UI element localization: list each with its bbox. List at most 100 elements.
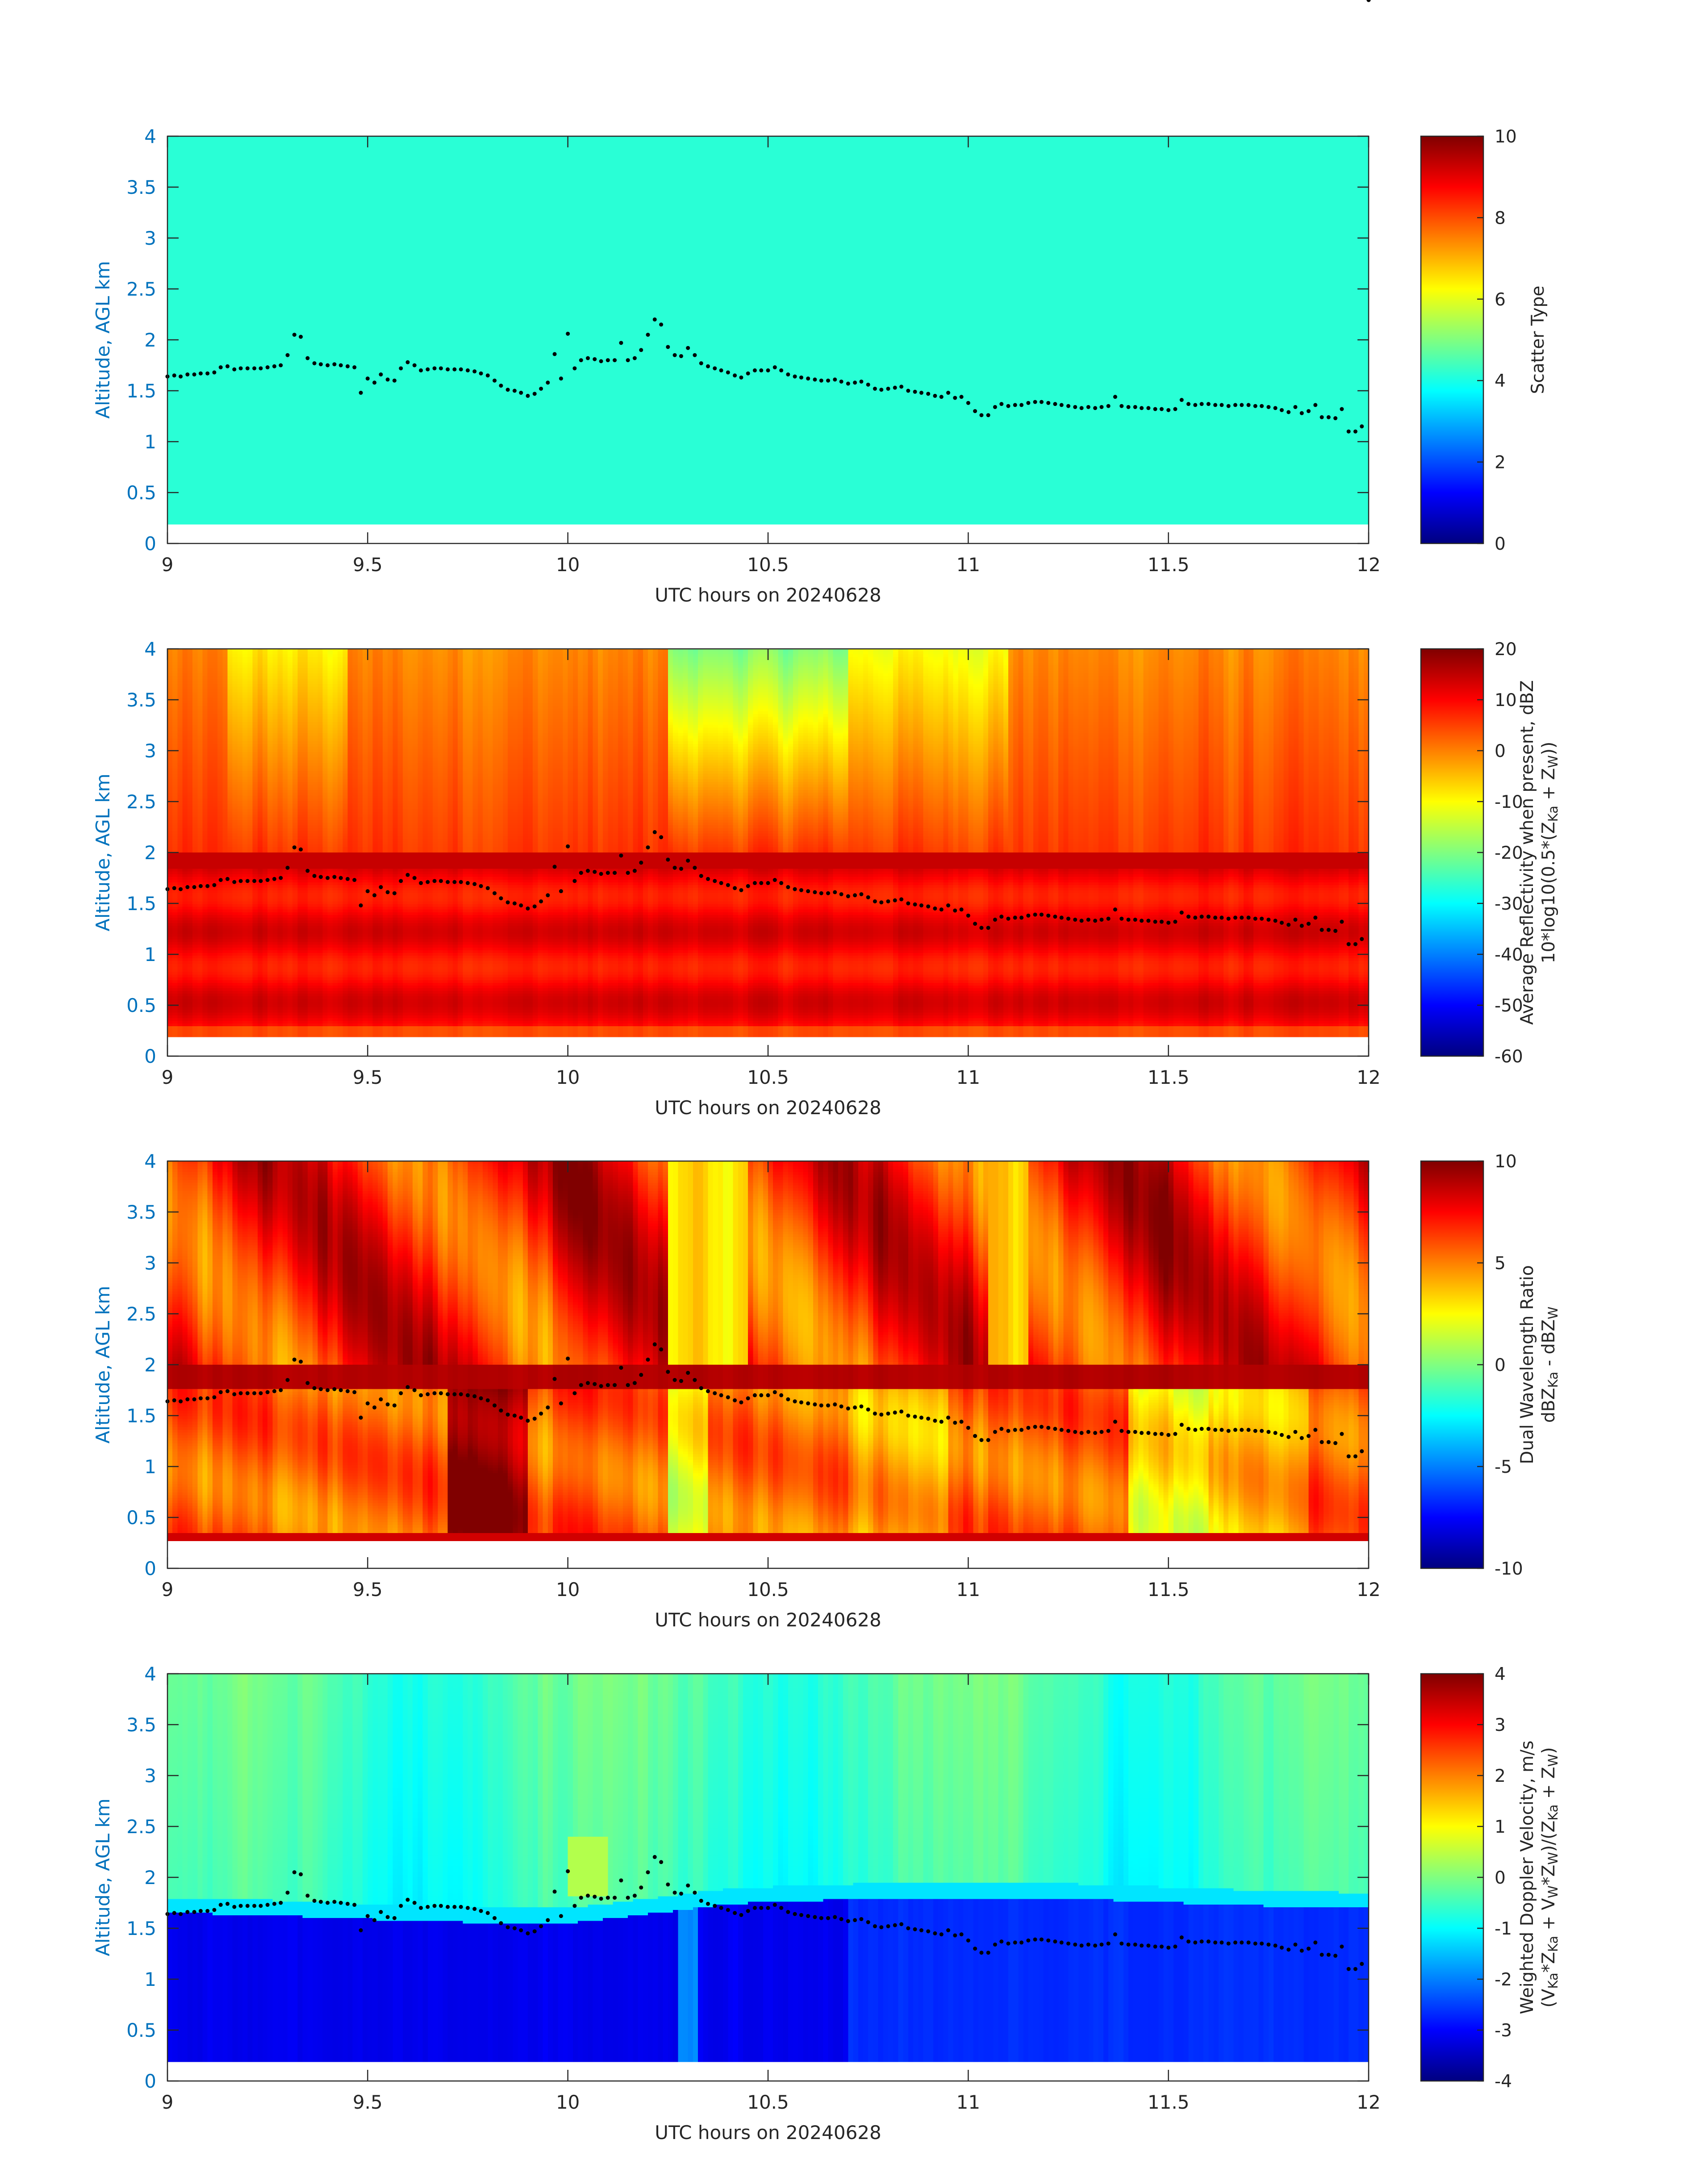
overlay-point xyxy=(873,1411,877,1416)
overlay-point xyxy=(419,1905,423,1910)
x-tick-label: 10.5 xyxy=(747,1579,789,1600)
overlay-point xyxy=(1333,1441,1338,1446)
overlay-point xyxy=(866,1407,870,1412)
x-tick-label: 11.5 xyxy=(1148,554,1190,576)
overlay-point xyxy=(346,364,350,368)
overlay-point xyxy=(966,1938,970,1943)
overlay-point xyxy=(526,906,530,911)
overlay-point xyxy=(1039,400,1044,404)
overlay-point xyxy=(446,1392,450,1396)
overlay-point xyxy=(539,1924,543,1928)
colorbar-gradient xyxy=(1420,135,1484,544)
overlay-point xyxy=(1140,406,1144,410)
colorbar: -4 -3 -2 -1 0 1 2 3 4 Weighted Doppler Velocity, … xyxy=(1420,1664,1561,2092)
overlay-point xyxy=(359,391,363,395)
overlay-point xyxy=(1233,1940,1237,1945)
x-tick-label: 11 xyxy=(956,2091,980,2113)
overlay-point xyxy=(479,884,483,888)
overlay-point xyxy=(505,388,510,392)
y-tick-label: 0.5 xyxy=(126,2019,156,2041)
overlay-point xyxy=(1226,1429,1231,1433)
overlay-point xyxy=(746,371,750,376)
overlay-point xyxy=(238,879,243,883)
overlay-point xyxy=(226,1389,230,1393)
overlay-point xyxy=(305,869,310,873)
colorbar-tick-label: 4 xyxy=(1495,371,1506,391)
overlay-point xyxy=(906,389,910,393)
overlay-point xyxy=(1153,919,1157,924)
overlay-point xyxy=(666,1370,670,1374)
overlay-point xyxy=(172,1398,176,1403)
y-axis-label: Altitude, AGL km xyxy=(92,773,114,931)
overlay-point xyxy=(1066,404,1070,408)
overlay-point xyxy=(1320,928,1324,932)
overlay-point xyxy=(666,857,670,862)
overlay-point xyxy=(232,1392,237,1396)
overlay-point xyxy=(606,358,610,363)
overlay-point xyxy=(1046,1938,1051,1943)
x-tick-label: 9 xyxy=(162,1579,174,1600)
overlay-point xyxy=(1260,1429,1264,1433)
overlay-point xyxy=(586,356,590,360)
overlay-point xyxy=(332,362,337,367)
overlay-point xyxy=(1166,920,1171,925)
overlay-point xyxy=(426,1905,430,1909)
overlay-point xyxy=(218,365,223,370)
overlay-point xyxy=(226,877,230,881)
overlay-point xyxy=(452,880,457,884)
overlay-point xyxy=(1307,1434,1311,1438)
overlay-point xyxy=(1066,1429,1070,1433)
y-tick-label: 4 xyxy=(144,1663,156,1685)
overlay-point xyxy=(1106,1941,1111,1946)
overlay-point xyxy=(759,368,764,372)
overlay-point xyxy=(412,1901,417,1905)
overlay-point xyxy=(226,364,230,368)
overlay-point xyxy=(773,878,777,882)
overlay-point xyxy=(1206,402,1211,406)
overlay-point xyxy=(1179,1935,1184,1940)
overlay-point xyxy=(1206,915,1211,919)
overlay-point xyxy=(826,891,830,895)
overlay-point xyxy=(793,887,797,891)
overlay-point xyxy=(1033,1937,1037,1942)
overlay-point xyxy=(1039,1937,1044,1942)
overlay-point xyxy=(593,1894,597,1899)
overlay-point xyxy=(946,903,950,908)
x-tick-label: 9.5 xyxy=(353,1579,383,1600)
overlay-point xyxy=(719,368,723,372)
colorbar: 0 2 4 6 8 10 Scatter Type xyxy=(1420,127,1548,554)
overlay-point xyxy=(179,1399,183,1404)
overlay-point xyxy=(859,1917,864,1921)
colorbar-gradient xyxy=(1420,1160,1484,1569)
overlay-point xyxy=(713,879,717,883)
overlay-point xyxy=(1126,1942,1131,1947)
overlay-point xyxy=(379,885,383,890)
overlay-point xyxy=(652,317,657,322)
x-tick-label: 9 xyxy=(162,1066,174,1088)
overlay-point xyxy=(1099,1942,1104,1947)
y-axis-label: Altitude, AGL km xyxy=(92,1286,114,1443)
overlay-point xyxy=(1219,1428,1224,1432)
overlay-point xyxy=(1166,1945,1171,1950)
overlay-point xyxy=(993,405,997,409)
overlay-point xyxy=(452,1392,457,1396)
overlay-point xyxy=(1006,916,1011,921)
overlay-point xyxy=(853,380,857,385)
overlay-point xyxy=(532,1929,537,1934)
overlay-point xyxy=(926,1417,931,1421)
overlay-point xyxy=(759,1393,764,1397)
overlay-point xyxy=(873,386,877,391)
x-tick-label: 12 xyxy=(1357,1579,1380,1600)
overlay-point xyxy=(619,1366,623,1370)
overlay-point xyxy=(913,1927,917,1931)
colorbar-tick-label: 0 xyxy=(1495,741,1506,761)
y-tick-label: 2 xyxy=(144,1354,156,1376)
overlay-point xyxy=(672,1890,677,1895)
overlay-point xyxy=(853,893,857,898)
overlay-point xyxy=(619,1878,623,1883)
overlay-point xyxy=(993,1942,997,1947)
overlay-point xyxy=(305,1893,310,1898)
colorbar-tick-label: -10 xyxy=(1495,1559,1523,1579)
overlay-point xyxy=(873,899,877,903)
overlay-point xyxy=(1019,403,1024,407)
